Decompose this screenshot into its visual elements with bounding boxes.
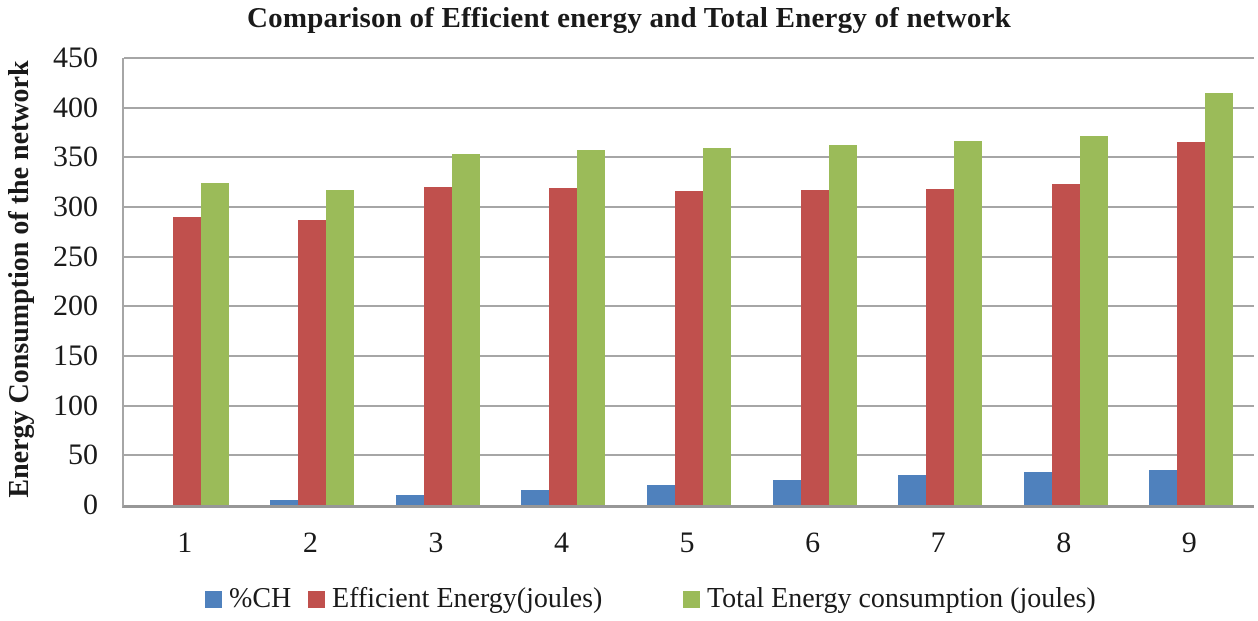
bar-groups (124, 58, 1254, 505)
bar-ch-cat6 (772, 480, 801, 505)
bar-total-energy-consumption-joules-cat2 (326, 190, 355, 505)
x-tick-label-9: 9 (1181, 526, 1197, 559)
chart-title: Comparison of Efficient energy and Total… (247, 2, 1011, 34)
bar-total-energy-consumption-joules-cat8 (1079, 136, 1108, 505)
plot-area (122, 57, 1254, 508)
bar-efficient-energy-joules-cat1 (172, 216, 201, 505)
bar-total-energy-consumption-joules-cat6 (828, 145, 857, 505)
bar-group-1 (124, 58, 250, 505)
y-tick-label-0: 0 (83, 488, 98, 521)
legend-label-efficient-energy-joules: Efficient Energy(joules) (332, 583, 603, 614)
bar-efficient-energy-joules-cat4 (549, 188, 578, 505)
gridline-450 (124, 57, 1254, 59)
bar-group-7 (877, 58, 1003, 505)
x-tick-label-4: 4 (553, 526, 569, 559)
bar-group-5 (626, 58, 752, 505)
bar-group-4 (501, 58, 627, 505)
y-tick-label-50: 50 (68, 438, 98, 472)
y-tick-label-250: 250 (53, 239, 98, 273)
bar-total-energy-consumption-joules-cat5 (703, 148, 732, 505)
legend-item-total-energy-consumption-joules: Total Energy consumption (joules) (683, 582, 1096, 616)
y-tick-label-450: 450 (53, 41, 98, 74)
bar-group-3 (375, 58, 501, 505)
legend-swatch-icon-total-energy-consumption-joules (683, 590, 700, 608)
y-tick-label-100: 100 (53, 388, 98, 422)
bar-total-energy-consumption-joules-cat9 (1205, 92, 1234, 505)
bar-ch-cat9 (1149, 470, 1178, 505)
bar-efficient-energy-joules-cat2 (298, 219, 327, 505)
bar-ch-cat8 (1023, 472, 1052, 505)
x-tick-label-3: 3 (428, 526, 444, 559)
legend-item-ch: %CH (205, 582, 291, 616)
y-tick-label-400: 400 (53, 90, 98, 124)
y-tick-label-200: 200 (53, 289, 98, 323)
x-tick-label-6: 6 (805, 526, 821, 559)
bar-total-energy-consumption-joules-cat3 (451, 154, 480, 505)
legend-item-efficient-energy-joules: Efficient Energy(joules) (308, 582, 602, 616)
bar-efficient-energy-joules-cat3 (423, 187, 452, 505)
legend-label-ch: %CH (229, 583, 292, 614)
x-tick-label-7: 7 (930, 526, 946, 559)
bar-efficient-energy-joules-cat6 (800, 190, 829, 505)
gridline-350 (124, 156, 1254, 159)
bar-ch-cat4 (521, 490, 550, 505)
bar-efficient-energy-joules-cat7 (926, 189, 955, 505)
x-tick-label-1: 1 (177, 526, 193, 559)
y-tick-label-300: 300 (53, 190, 98, 223)
x-tick-label-2: 2 (302, 526, 318, 559)
legend-swatch-icon-ch (205, 590, 222, 608)
y-tick-label-150: 150 (53, 339, 98, 372)
bar-ch-cat3 (395, 495, 424, 505)
legend-label-total-energy-consumption-joules: Total Energy consumption (joules) (707, 583, 1096, 614)
bar-efficient-energy-joules-cat8 (1051, 184, 1080, 505)
bar-efficient-energy-joules-cat5 (675, 191, 704, 505)
x-axis-tick-labels: 1 2 3 4 5 6 7 8 9 (122, 526, 1252, 560)
bar-group-6 (752, 58, 878, 505)
bar-ch-cat5 (647, 485, 676, 505)
bar-group-9 (1129, 58, 1255, 505)
y-tick-label-350: 350 (53, 140, 98, 174)
bar-ch-cat7 (898, 475, 927, 505)
x-tick-label-5: 5 (679, 526, 695, 559)
bar-group-8 (1003, 58, 1129, 505)
bar-group-2 (250, 58, 376, 505)
bar-ch-cat2 (270, 500, 299, 505)
legend-swatch-icon-efficient-energy-joules (308, 590, 325, 608)
bar-efficient-energy-joules-cat9 (1177, 142, 1206, 505)
bar-total-energy-consumption-joules-cat1 (200, 183, 229, 505)
bar-total-energy-consumption-joules-cat4 (577, 150, 606, 505)
x-tick-label-8: 8 (1056, 526, 1072, 559)
gridline-400 (124, 106, 1254, 109)
bar-total-energy-consumption-joules-cat7 (954, 141, 983, 505)
